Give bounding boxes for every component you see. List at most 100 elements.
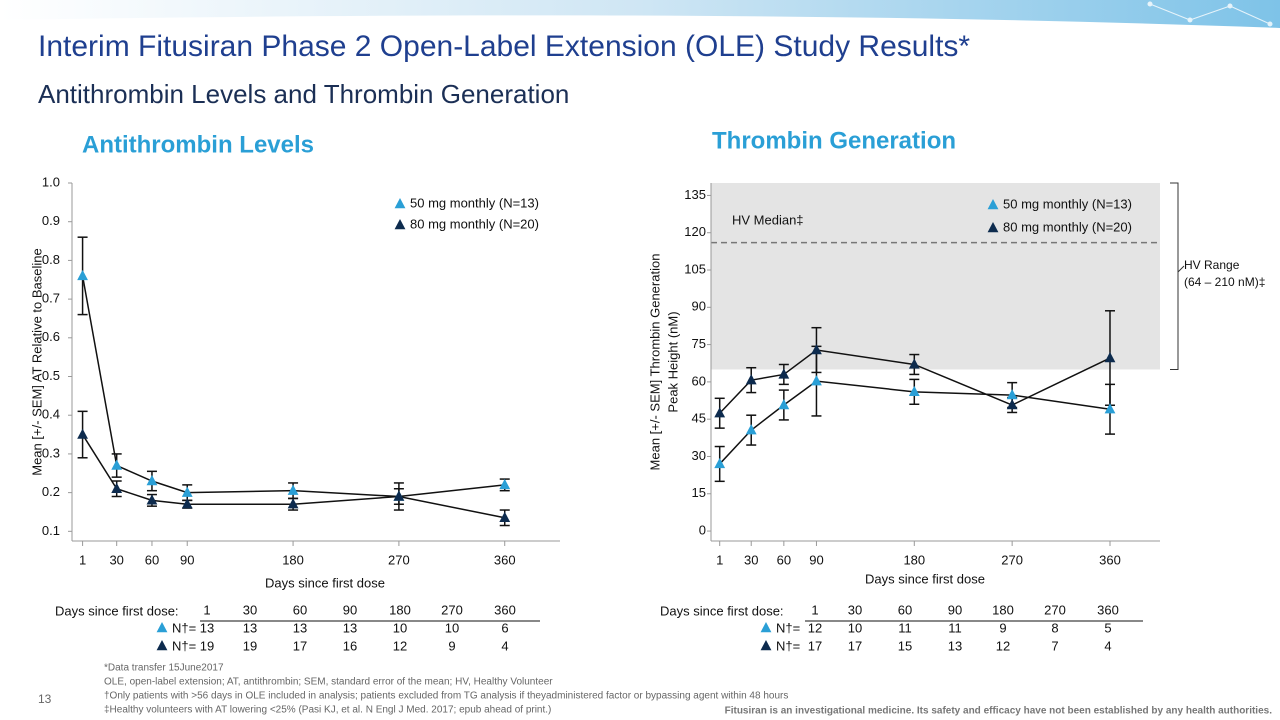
marker [77, 269, 88, 281]
marker [1006, 399, 1018, 410]
y-tick-label: 30 [692, 448, 706, 463]
marker [1104, 403, 1116, 414]
slide-subtitle: Antithrombin Levels and Thrombin Generat… [38, 79, 569, 109]
y-tick-label: 75 [692, 336, 706, 351]
x-tick-label: 30 [744, 552, 758, 567]
marker [811, 375, 822, 386]
series-line [81, 275, 505, 498]
row-value: 12 [808, 620, 822, 635]
row-value: 9 [448, 638, 455, 653]
table-day: 60 [293, 602, 307, 617]
row-value: 11 [898, 620, 912, 635]
row-marker [156, 640, 168, 651]
x-axis-label: Days since first dose [865, 571, 985, 586]
marker [393, 490, 405, 501]
hv-range-connector [1177, 265, 1185, 273]
x-tick-label: 360 [1099, 552, 1121, 567]
table-day: 180 [389, 602, 411, 617]
row-value: 19 [200, 638, 214, 653]
marker [287, 484, 299, 495]
row-value: 8 [1051, 620, 1058, 635]
marker [111, 459, 123, 470]
legend-label: 80 mg monthly (N=20) [410, 216, 539, 231]
hv-range-note: (64 – 210 nM)‡ [1184, 275, 1265, 289]
marker [146, 475, 158, 486]
row-marker [156, 622, 168, 633]
y-tick-label: 0.2 [42, 484, 60, 499]
hv-median-label: HV Median‡ [732, 212, 804, 227]
legend-marker [987, 222, 999, 233]
disclaimer: Fitusiran is an investigational medicine… [725, 706, 1273, 717]
table-day: 180 [992, 602, 1014, 617]
table-day: 90 [343, 602, 357, 617]
footnote: ‡Healthy volunteers with AT lowering <25… [104, 705, 551, 716]
table-day: 270 [441, 602, 463, 617]
x-tick-label: 360 [494, 552, 516, 567]
y-axis-label: Mean [+/- SEM] Thrombin Generation [647, 254, 662, 471]
marker [714, 457, 726, 469]
x-tick-label: 60 [777, 552, 791, 567]
legend-label: 50 mg monthly (N=13) [410, 195, 539, 210]
x-tick-label: 180 [282, 552, 304, 567]
x-tick-label: 30 [109, 552, 123, 567]
row-value: 19 [243, 638, 257, 653]
hv-range-label: HV Range [1184, 258, 1240, 272]
x-tick-label: 90 [809, 552, 823, 567]
legend-marker [394, 219, 406, 230]
page-number: 13 [38, 692, 52, 706]
y-tick-label: 1.0 [42, 174, 60, 189]
table-day: 30 [848, 602, 862, 617]
y-tick-label: 60 [692, 373, 706, 388]
row-label: N†= [172, 638, 196, 653]
table-header: Days since first dose: [55, 603, 179, 618]
hv-range-bracket [1170, 182, 1179, 370]
row-value: 13 [200, 620, 214, 635]
marker [1104, 352, 1116, 363]
y-tick-label: 120 [684, 224, 706, 239]
marker [1006, 389, 1018, 400]
table-day: 90 [948, 602, 962, 617]
row-value: 12 [393, 638, 407, 653]
y-tick-label: 0.7 [42, 291, 60, 306]
chart-title: Thrombin Generation [712, 127, 956, 154]
row-value: 15 [898, 638, 912, 653]
marker [499, 511, 511, 522]
y-tick-label: 0.1 [42, 523, 60, 538]
row-value: 7 [1051, 638, 1058, 653]
row-value: 17 [293, 638, 307, 653]
y-tick-label: 15 [692, 485, 706, 500]
marker [181, 486, 193, 497]
marker [908, 358, 920, 369]
row-value: 13 [343, 620, 357, 635]
hv-range-band [711, 183, 1160, 370]
row-label: N†= [776, 620, 800, 635]
legend-label: 80 mg monthly (N=20) [1003, 219, 1132, 234]
slide-title: Interim Fitusiran Phase 2 Open-Label Ext… [38, 30, 970, 63]
table-day: 360 [1097, 602, 1119, 617]
row-value: 16 [343, 638, 357, 653]
y-tick-label: 0.9 [42, 213, 60, 228]
row-label: N†= [172, 620, 196, 635]
legend-marker [987, 199, 999, 210]
marker [908, 385, 920, 397]
row-value: 11 [948, 620, 962, 635]
row-value: 5 [1104, 620, 1111, 635]
marker [77, 428, 88, 439]
table-day: 270 [1044, 602, 1066, 617]
marker [181, 498, 193, 509]
y-tick-label: 45 [692, 411, 706, 426]
row-value: 13 [948, 638, 962, 653]
y-axis-label: Mean [+/- SEM] AT Relative to Baseline [29, 248, 44, 476]
row-value: 13 [243, 620, 257, 635]
table-header: Days since first dose: [660, 603, 784, 618]
y-tick-label: 0.8 [42, 252, 60, 267]
x-tick-label: 180 [903, 552, 925, 567]
row-value: 17 [808, 638, 822, 653]
x-tick-label: 1 [716, 552, 723, 567]
table-day: 1 [203, 602, 210, 617]
row-value: 9 [999, 620, 1006, 635]
footnote: †Only patients with >56 days in OLE incl… [104, 691, 788, 702]
marker [146, 494, 158, 505]
row-value: 6 [501, 620, 508, 635]
